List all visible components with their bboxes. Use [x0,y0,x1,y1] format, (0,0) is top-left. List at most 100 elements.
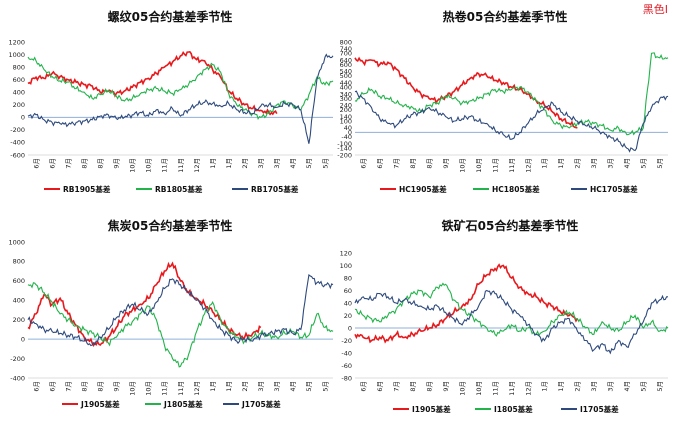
x-tick-label: 6月 [48,158,56,169]
x-tick-label: 5月 [640,158,648,169]
y-tick-label: -40 [341,133,352,141]
chart-4: 铁矿石05合约基差季节性 -80 -60 -40 -20 0 20 40 60 80 100 120 6… [340,218,669,414]
x-tick-label: 1月 [209,158,217,169]
x-tick-label: 2月 [241,158,249,169]
y-tick-label: 60 [344,287,352,295]
y-tick-label: 300 [340,95,352,103]
y-tick-label: 200 [13,101,25,109]
x-tick-label: 8月 [425,158,433,169]
x-tick-label: 5月 [305,381,313,392]
x-tick-label: 8月 [409,381,417,392]
y-tick-label: 120 [340,249,352,257]
series-line-J1805基差 [27,282,334,368]
y-tick-label: -140 [337,145,352,153]
series-line-RB1705基差 [27,53,334,144]
y-tick-label: 1000 [8,51,25,59]
legend-label: HC1705基差 [590,184,638,194]
x-tick-label: 8月 [97,381,105,392]
x-tick-label: 11月 [491,381,499,396]
y-tick-label: -80 [341,374,352,382]
x-tick-label: 3月 [590,381,598,392]
legend-label: RB1805基差 [155,184,203,194]
series-line-I1905基差 [354,263,579,344]
x-tick-label: 10月 [129,158,137,173]
legend-label: RB1705基差 [251,184,299,194]
x-tick-label: 4月 [623,381,631,392]
chart-title: 螺纹05合约基差季节性 [108,9,233,24]
x-tick-label: 11月 [161,381,169,396]
x-tick-label: 9月 [442,381,450,392]
series-line-HC1805基差 [354,52,669,136]
y-tick-label: 40 [344,299,352,307]
x-tick-label: 10月 [145,381,153,396]
y-tick-label: 440 [340,79,352,87]
x-tick-label: 6月 [360,381,368,392]
y-tick-label: 800 [13,63,25,71]
y-tick-label: 200 [340,106,352,114]
x-tick-label: 2月 [574,158,582,169]
x-tick-label: 11月 [508,381,516,396]
x-tick-label: 11月 [177,381,185,396]
x-tick-label: 5月 [656,381,664,392]
chart-2: 热卷05合约基差季节性 -200-140-100-4004010014020024… [337,9,669,194]
x-tick-label: 4月 [289,381,297,392]
x-tick-label: 6月 [32,158,40,169]
x-tick-label: 1月 [557,158,565,169]
x-tick-label: 10月 [129,381,137,396]
x-tick-label: 2月 [574,381,582,392]
x-tick-label: 10月 [145,158,153,173]
y-tick-label: 700 [340,50,352,58]
x-tick-label: 11月 [177,158,185,173]
x-tick-label: 5月 [656,158,664,169]
x-tick-label: 7月 [392,158,400,169]
y-tick-label: 400 [13,89,25,97]
x-tick-label: 1月 [557,381,565,392]
x-tick-label: 9月 [442,158,450,169]
y-tick-label: 400 [340,84,352,92]
y-tick-label: -200 [337,151,352,159]
x-tick-label: 5月 [640,381,648,392]
legend-label: I1705基差 [580,404,619,414]
series-line-I1805基差 [354,282,669,337]
y-tick-label: 40 [344,124,352,132]
y-tick-label: 0 [21,114,25,122]
x-tick-label: 6月 [32,381,40,392]
y-tick-label: 1200 [8,38,25,46]
x-tick-label: 11月 [491,158,499,173]
x-tick-label: 5月 [305,158,313,169]
x-tick-label: 3月 [607,381,615,392]
y-tick-label: -600 [10,151,25,159]
chart-1: 螺纹05合约基差季节性 -600 -400 -200 0 200 400 600 800 1000… [8,9,334,194]
series-line-J1705基差 [27,274,334,347]
x-tick-label: 8月 [97,158,105,169]
x-tick-label: 9月 [113,381,121,392]
y-tick-label: -100 [337,140,352,148]
x-tick-label: 12月 [193,158,201,173]
y-tick-label: 740 [340,45,352,53]
x-tick-label: 3月 [257,158,265,169]
chart-title: 焦炭05合约基差季节性 [107,218,233,233]
legend-label: J1705基差 [241,399,281,409]
y-tick-label: 140 [340,113,352,121]
x-tick-label: 3月 [273,381,281,392]
legend-label: I1905基差 [412,404,451,414]
legend-label: I1805基差 [494,404,533,414]
legend-label: J1905基差 [80,399,120,409]
x-tick-label: 1月 [225,158,233,169]
x-tick-label: 5月 [321,381,329,392]
y-tick-label: 600 [13,76,25,84]
y-tick-label: -200 [10,126,25,134]
x-tick-label: 8月 [409,158,417,169]
series-line-I1705基差 [354,289,668,355]
x-tick-label: 1月 [541,158,549,169]
y-tick-label: -40 [341,349,352,357]
x-tick-label: 1月 [541,381,549,392]
x-tick-label: 8月 [80,158,88,169]
series-line-RB1805基差 [27,56,334,120]
y-tick-label: 100 [340,262,352,270]
legend-label: J1805基差 [163,399,203,409]
x-tick-label: 3月 [607,158,615,169]
chart-3: 焦炭05合约基差季节性 -400 -200 0 200 400 600 800 1000 6月 6月… [8,218,334,409]
x-tick-label: 6月 [376,381,384,392]
y-tick-label: 800 [340,38,352,46]
